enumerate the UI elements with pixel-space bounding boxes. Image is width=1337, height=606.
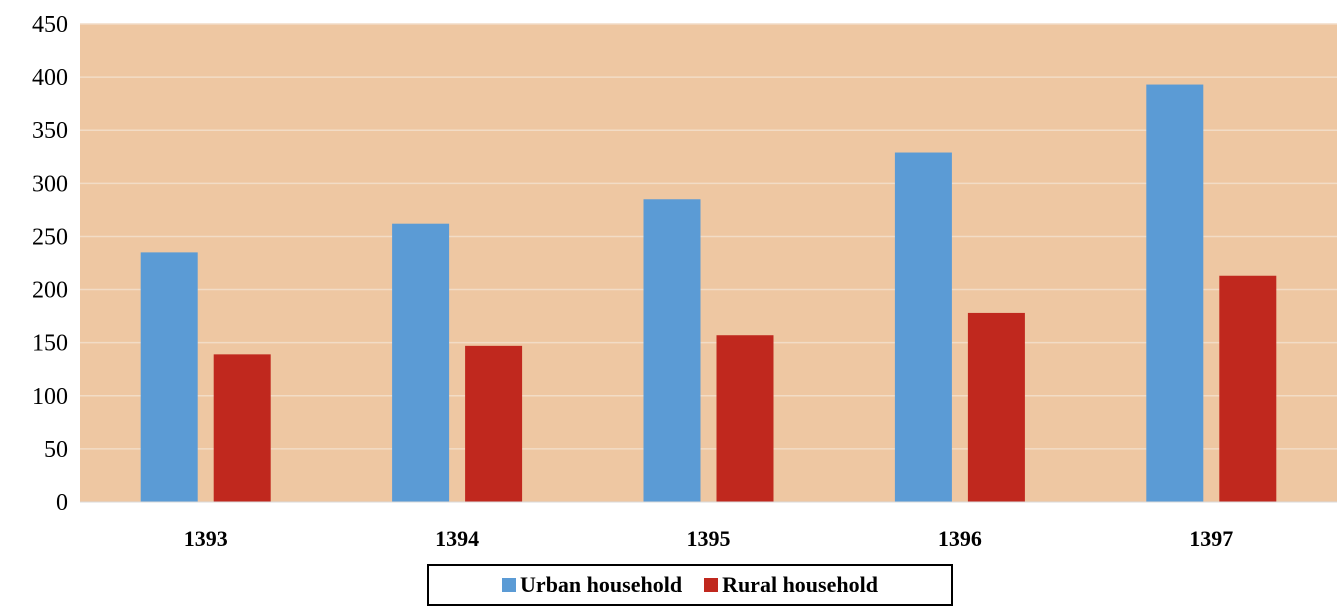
- y-tick-label: 300: [32, 171, 68, 197]
- bar-rural-1394: [465, 345, 523, 502]
- plot-area: [80, 24, 1337, 502]
- legend-swatch-urban: [502, 578, 517, 592]
- x-tick-label: 1394: [435, 526, 479, 551]
- bar-urban-1393: [140, 252, 198, 502]
- y-tick-label: 450: [32, 12, 68, 38]
- gridlines: [80, 23, 1337, 450]
- y-tick-label: 200: [32, 278, 68, 304]
- y-tick-label: 400: [32, 65, 68, 91]
- y-tick-label: 250: [32, 224, 68, 250]
- y-tick-label: 100: [32, 384, 68, 410]
- legend-entry-rural: Rural household: [704, 572, 878, 598]
- y-axis-ticks: 0 50 100 150 200 250 300 350 400 450: [32, 12, 68, 516]
- legend: Urban household Rural household: [427, 564, 953, 606]
- y-tick-label: 150: [32, 331, 68, 357]
- bar-urban-1396: [894, 152, 952, 503]
- legend-swatch-rural: [704, 578, 719, 592]
- legend-label-urban: Urban household: [520, 572, 683, 597]
- legend-entry-urban: Urban household: [502, 572, 682, 598]
- x-tick-label: 1393: [184, 526, 228, 551]
- bars: [140, 84, 1277, 503]
- y-tick-label: 350: [32, 118, 68, 144]
- bar-urban-1394: [392, 223, 450, 502]
- x-tick-label: 1397: [1189, 526, 1233, 551]
- bar-rural-1397: [1219, 275, 1277, 502]
- x-axis-ticks: 1393 1394 1395 1396 1397: [184, 526, 1234, 551]
- bar-urban-1395: [643, 199, 701, 502]
- bar-rural-1395: [716, 335, 774, 502]
- bar-urban-1397: [1146, 84, 1204, 503]
- legend-label-rural: Rural household: [722, 572, 878, 597]
- bar-rural-1396: [967, 312, 1025, 502]
- y-tick-label: 0: [56, 490, 68, 516]
- x-tick-label: 1395: [687, 526, 731, 551]
- y-tick-label: 50: [44, 437, 68, 463]
- bar-rural-1393: [213, 354, 271, 502]
- x-tick-label: 1396: [938, 526, 982, 551]
